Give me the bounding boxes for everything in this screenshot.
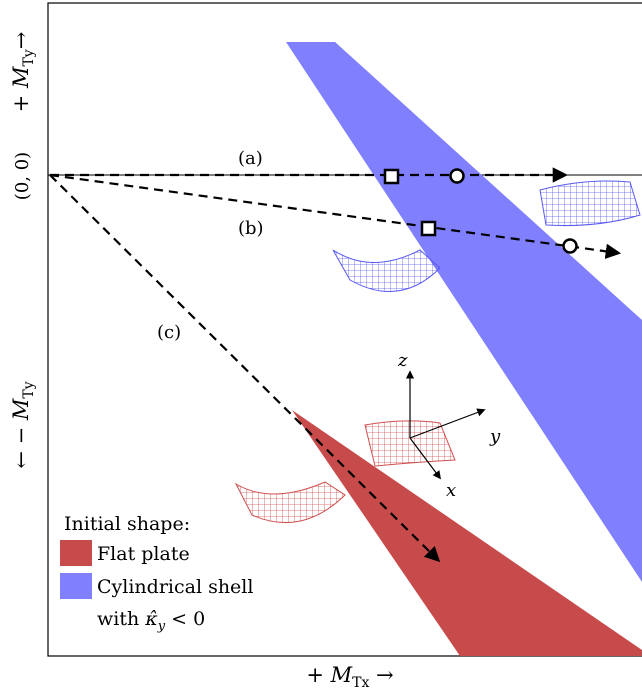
flat-plate-mesh-bottom [234,481,346,524]
legend: Initial shape: Flat plate Cylindrical sh… [60,513,253,634]
legend-title: Initial shape: [64,513,190,535]
plot-frame [47,2,642,657]
flat-plate-mesh-center [364,420,456,467]
y-axis-top-label: + MTy→ [9,32,37,113]
path-a-square-marker [383,168,400,185]
path-a-label: (a) [238,148,263,169]
x-axis-frame-label: x [446,480,456,501]
path-b-label: (b) [238,218,264,239]
legend-swatch-flat-plate [60,540,92,566]
origin-label: (0, 0) [12,152,33,200]
cylindrical-shell-mesh-middle [332,249,441,292]
cylindrical-shell-mesh-top-right [539,180,641,227]
x-axis-label: + MTx → [306,663,393,691]
legend-swatch-cylindrical-shell [60,573,92,599]
path-a-circle-marker [449,168,465,184]
z-axis-label: z [397,350,408,371]
coordinate-frame: z y x [397,350,501,501]
y-axis-frame-label: y [489,426,501,447]
y-axis-bottom-label: ← − MTy [9,381,37,468]
cylindrical-shell-region [286,42,642,582]
path-b-line [49,173,622,259]
path-b-circle-marker [562,238,578,254]
legend-label-flat-plate: Flat plate [97,543,190,565]
path-b-square-marker [420,220,437,237]
legend-label-cylindrical-shell: Cylindrical shell [97,576,253,598]
path-c-label: (c) [157,322,181,343]
path-c-line [49,174,441,563]
legend-extra-line: with κ̂y < 0 [97,608,205,634]
flat-plate-region [292,410,642,656]
